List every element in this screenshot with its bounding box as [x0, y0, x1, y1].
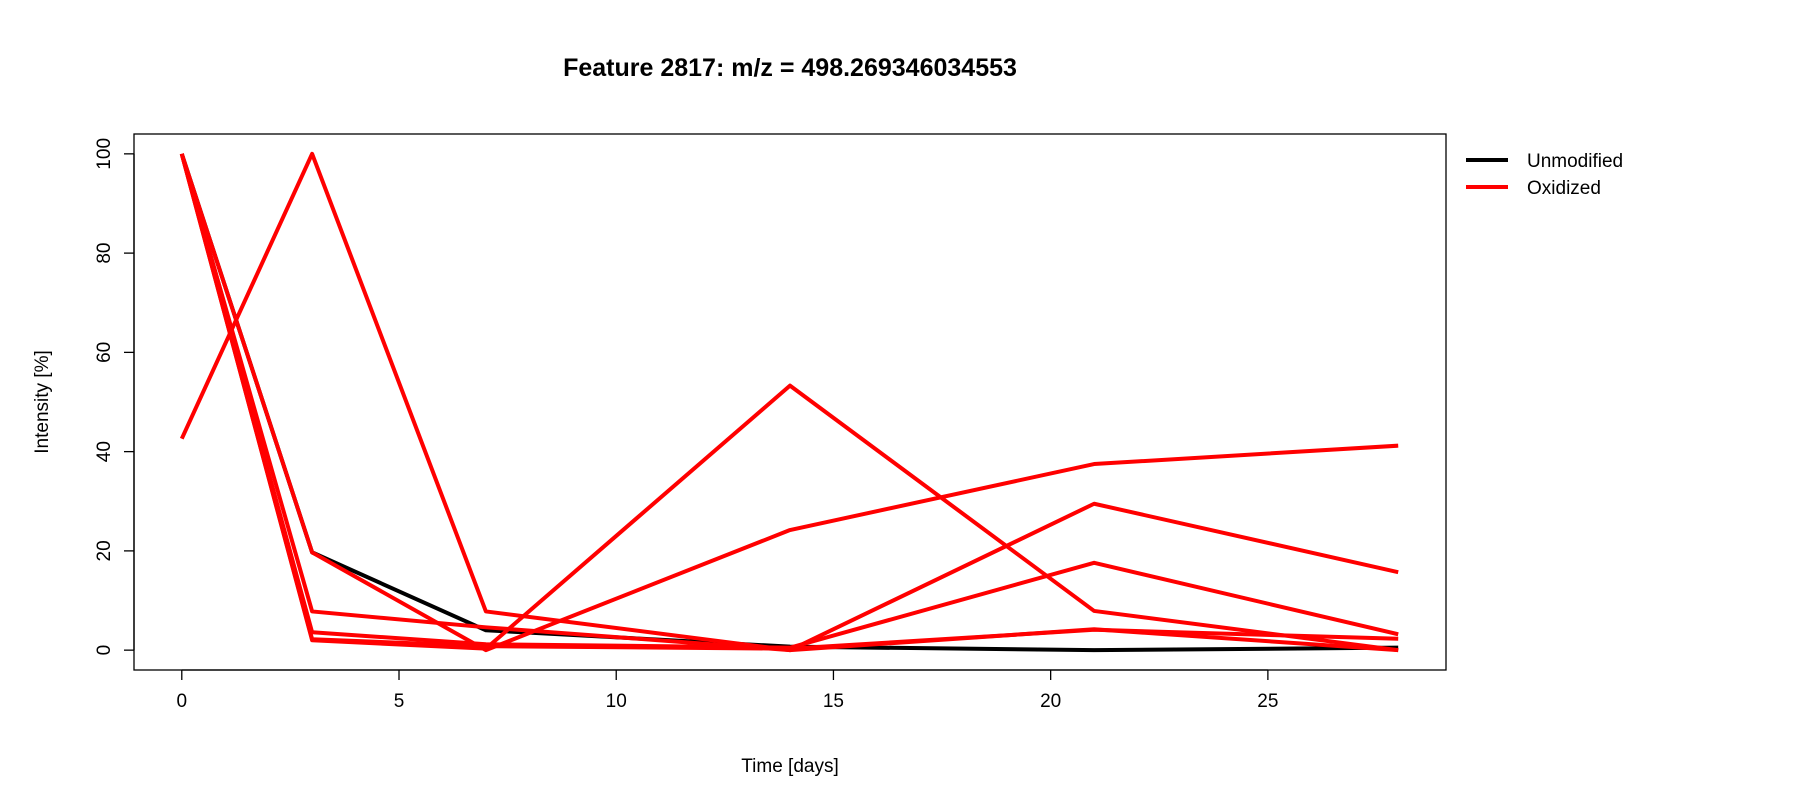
y-tick-label: 20: [94, 540, 115, 561]
oxidized-series-line-6: [179, 151, 1399, 653]
y-axis: 0 20 40 60 80 100: [94, 138, 135, 656]
legend-label: Oxidized: [1527, 178, 1601, 199]
x-tick-label: 25: [1257, 691, 1278, 712]
x-axis-label: Time [days]: [741, 756, 839, 777]
legend-label: Unmodified: [1527, 151, 1623, 172]
y-tick-label: 0: [94, 645, 115, 656]
oxidized-series-line-7: [179, 153, 1399, 653]
x-tick-label: 15: [823, 691, 844, 712]
x-tick-label: 0: [176, 691, 187, 712]
y-tick-label: 40: [94, 441, 115, 462]
chart-title: Feature 2817: m/z = 498.269346034553: [563, 54, 1017, 82]
x-tick-label: 5: [394, 691, 405, 712]
y-tick-label: 80: [94, 243, 115, 264]
y-tick-label: 100: [94, 138, 115, 170]
y-tick-label: 60: [94, 342, 115, 363]
series-lines: [179, 151, 1399, 653]
x-axis: 0 5 10 15 20 25: [176, 669, 1278, 712]
unmodified-series-line-1: [179, 153, 1399, 653]
plot-area-frame: [133, 133, 1447, 671]
oxidized-series-line-2: [179, 153, 1399, 653]
legend: Unmodified Oxidized: [1466, 151, 1623, 199]
x-tick-label: 10: [606, 691, 627, 712]
y-axis-label: Intensity [%]: [32, 350, 53, 454]
oxidized-series-line-3: [179, 153, 1399, 653]
x-tick-label: 20: [1040, 691, 1061, 712]
